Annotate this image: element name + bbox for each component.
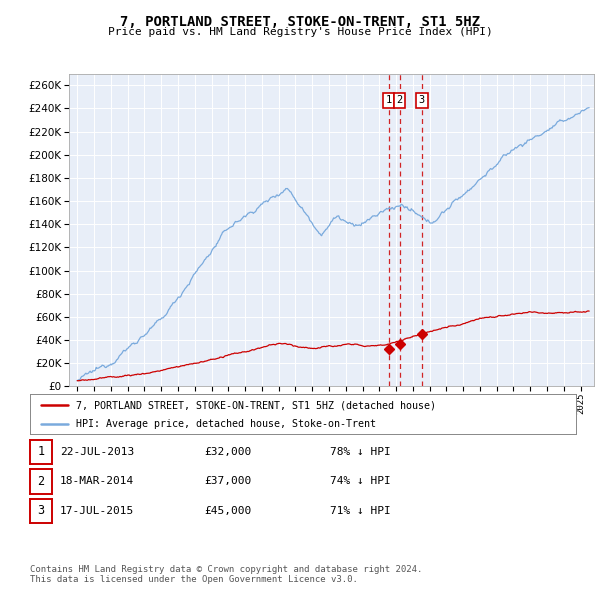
Text: Contains HM Land Registry data © Crown copyright and database right 2024.: Contains HM Land Registry data © Crown c… — [30, 565, 422, 574]
Text: 7, PORTLAND STREET, STOKE-ON-TRENT, ST1 5HZ (detached house): 7, PORTLAND STREET, STOKE-ON-TRENT, ST1 … — [76, 401, 436, 411]
Text: HPI: Average price, detached house, Stoke-on-Trent: HPI: Average price, detached house, Stok… — [76, 419, 376, 430]
Text: 78% ↓ HPI: 78% ↓ HPI — [330, 447, 391, 457]
Text: 71% ↓ HPI: 71% ↓ HPI — [330, 506, 391, 516]
Text: 2: 2 — [37, 475, 44, 488]
Text: £45,000: £45,000 — [204, 506, 251, 516]
Text: 1: 1 — [385, 96, 392, 106]
Text: £32,000: £32,000 — [204, 447, 251, 457]
Text: 7, PORTLAND STREET, STOKE-ON-TRENT, ST1 5HZ: 7, PORTLAND STREET, STOKE-ON-TRENT, ST1 … — [120, 15, 480, 29]
Text: This data is licensed under the Open Government Licence v3.0.: This data is licensed under the Open Gov… — [30, 575, 358, 584]
Text: 3: 3 — [37, 504, 44, 517]
Text: £37,000: £37,000 — [204, 477, 251, 486]
Text: 18-MAR-2014: 18-MAR-2014 — [60, 477, 134, 486]
Text: 3: 3 — [419, 96, 425, 106]
Text: 74% ↓ HPI: 74% ↓ HPI — [330, 477, 391, 486]
Text: 17-JUL-2015: 17-JUL-2015 — [60, 506, 134, 516]
Text: 2: 2 — [397, 96, 403, 106]
Text: 1: 1 — [37, 445, 44, 458]
Text: Price paid vs. HM Land Registry's House Price Index (HPI): Price paid vs. HM Land Registry's House … — [107, 27, 493, 37]
Text: 22-JUL-2013: 22-JUL-2013 — [60, 447, 134, 457]
